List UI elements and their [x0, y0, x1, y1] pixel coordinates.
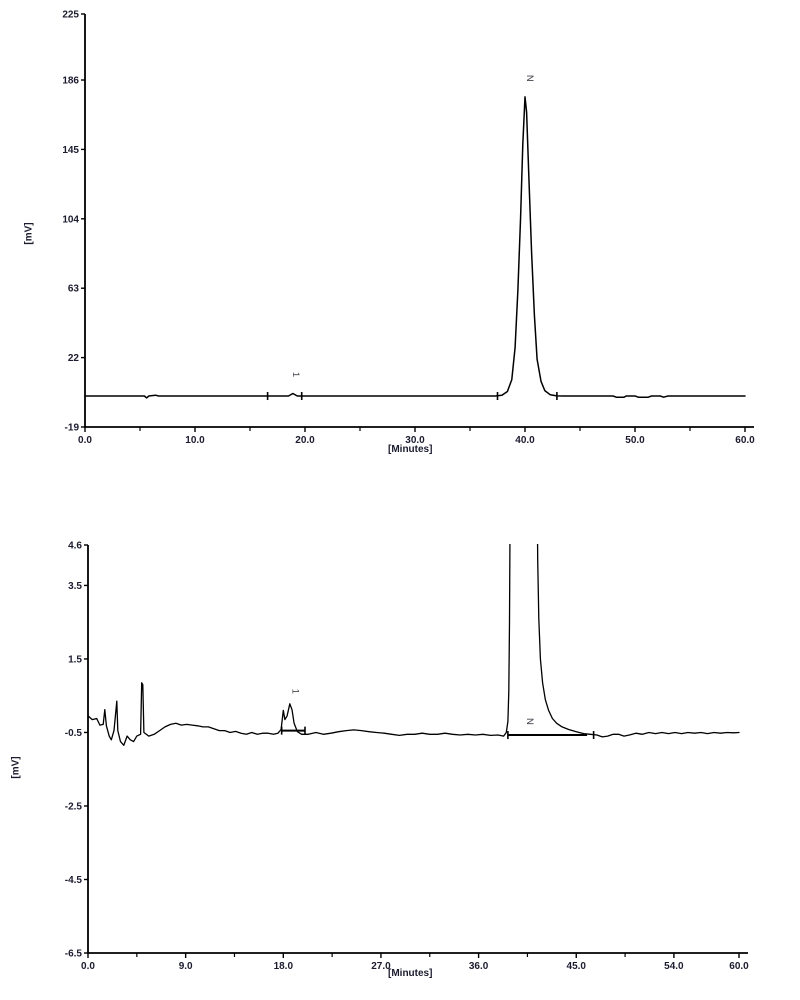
- y-tick-label: 1.5: [68, 654, 82, 665]
- x-tick-label: 60.0: [729, 961, 749, 972]
- y-tick-label: -2.5: [65, 801, 83, 812]
- y-tick-label: 63: [68, 284, 80, 295]
- y-tick-label: -6.5: [65, 949, 83, 960]
- x-tick-label: 36.0: [469, 961, 489, 972]
- peak-label: N: [524, 75, 535, 82]
- x-tick-label: 40.0: [515, 435, 535, 446]
- plot-svg: 225 186 145 104 63 22 -190.0 10.0 20.0 30.0 40.0 50…: [62, 10, 755, 447]
- x-tick-label: 0.0: [81, 961, 95, 972]
- x-tick-label: 45.0: [567, 961, 587, 972]
- y-tick-label: 104: [62, 214, 79, 225]
- signal-trace: [87, 544, 740, 746]
- y-tick-label: 22: [68, 353, 80, 364]
- y-tick-label: -19: [65, 423, 80, 434]
- x-tick-label: 0.0: [78, 435, 92, 446]
- y-tick-label: 145: [62, 145, 79, 156]
- y-tick-label: -0.5: [65, 728, 83, 739]
- x-tick-label: 30.0: [405, 435, 425, 446]
- peak-label: 1: [290, 689, 301, 694]
- x-tick-label: 60.0: [735, 435, 755, 446]
- x-tick-label: 10.0: [185, 435, 205, 446]
- axis-line: [84, 14, 754, 428]
- y-tick-label: 3.5: [68, 581, 82, 592]
- plot-svg: 4.6 3.5 1.5 -0.5 -2.5 -4.5 -6.50.0 9.0 18.0 27.0 3…: [65, 541, 749, 973]
- x-tick-label: 50.0: [625, 435, 645, 446]
- y-tick-label: 225: [62, 10, 79, 21]
- peak-label: N: [524, 718, 535, 725]
- y-tick-label: -4.5: [65, 875, 83, 886]
- x-tick-label: 27.0: [371, 961, 391, 972]
- x-axis-title: [Minutes]: [388, 444, 433, 455]
- x-tick-label: 18.0: [274, 961, 294, 972]
- x-tick-label: 9.0: [179, 961, 193, 972]
- chromatogram-top: [mV] [Minutes] 225 186 145 104 63 22 -19 0.0 10.…: [24, 10, 756, 456]
- axis-line: [87, 545, 748, 954]
- peak-label: 1: [290, 372, 301, 377]
- x-axis-title: [Minutes]: [388, 968, 433, 979]
- x-tick-label: 54.0: [664, 961, 684, 972]
- x-tick-label: 20.0: [295, 435, 315, 446]
- y-tick-label: 186: [62, 76, 79, 87]
- chromatogram-bottom: [mV] [Minutes] 4.6 3.5 1.5 -0.5 -2.5 -4.5 -6.5…: [0, 500, 800, 1000]
- signal-trace: [84, 96, 746, 399]
- y-tick-label: 4.6: [68, 541, 82, 552]
